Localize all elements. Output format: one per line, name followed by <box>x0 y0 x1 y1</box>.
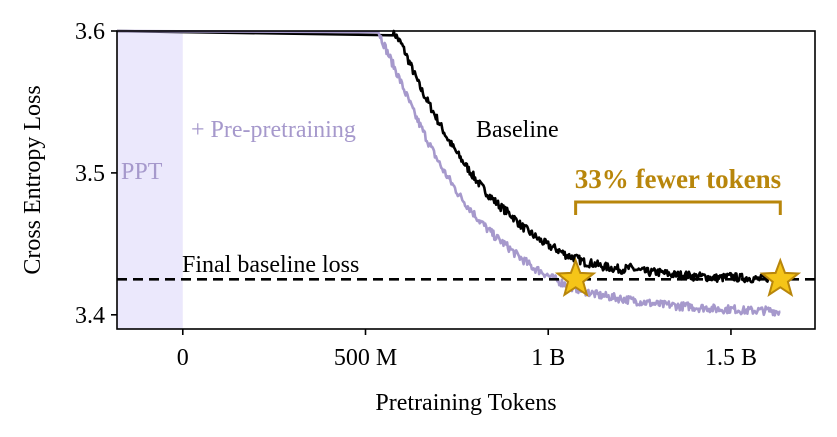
ticks-layer: 0 500 M 1 B 1.5 B 3.4 3.5 3.6 <box>75 19 757 371</box>
y-axis-title: Cross Entropy Loss <box>20 85 46 274</box>
y-tick-label: 3.5 <box>75 161 105 187</box>
final-baseline-loss-label: Final baseline loss <box>182 252 359 278</box>
fewer-tokens-label: 33% fewer tokens <box>575 164 781 194</box>
series-line-0 <box>116 29 778 285</box>
star-marker-1 <box>759 257 802 298</box>
x-tick-label: 1.5 B <box>705 345 757 371</box>
baseline-label: Baseline <box>476 117 559 143</box>
x-tick-label: 1 B <box>531 345 565 371</box>
ppt-label: PPT <box>121 159 163 185</box>
fewer-tokens-bracket <box>574 200 782 215</box>
x-tick-label: 0 <box>177 345 189 371</box>
plot-frame <box>116 30 816 330</box>
star-marker-0 <box>554 257 597 298</box>
pre-pretraining-label: + Pre-pretraining <box>191 117 356 143</box>
x-axis-title: Pretraining Tokens <box>375 390 556 416</box>
y-tick-label: 3.6 <box>75 19 105 45</box>
x-tick-label: 500 M <box>334 345 397 371</box>
stars-layer <box>554 257 802 298</box>
y-tick-label: 3.4 <box>75 303 105 329</box>
